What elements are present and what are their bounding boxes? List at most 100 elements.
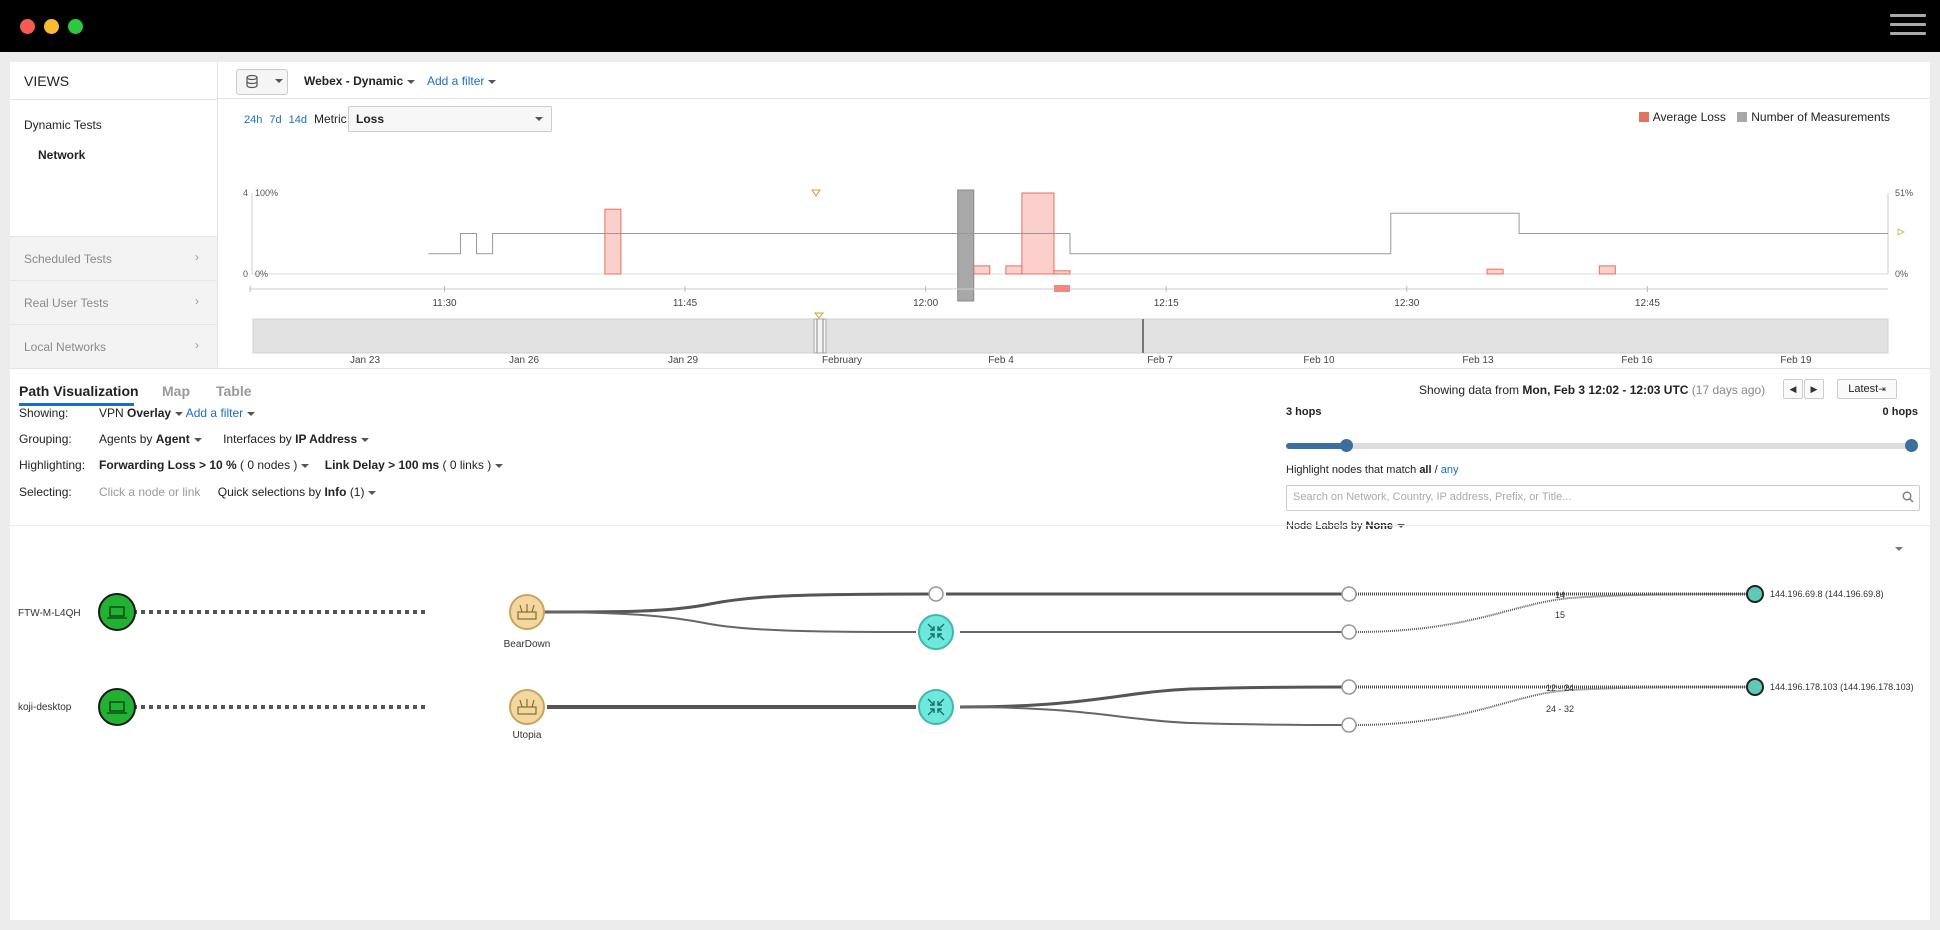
forwarding-loss-value: Forwarding Loss > 10 %	[99, 458, 237, 472]
hops-slider[interactable]	[1286, 439, 1918, 452]
showing-selector[interactable]: VPN Overlay	[99, 406, 184, 420]
hop-node[interactable]	[1341, 717, 1357, 733]
chevron-right-icon: ›	[195, 294, 199, 308]
x-tick-label: 12:45	[1635, 298, 1660, 309]
hop-node[interactable]	[928, 586, 944, 602]
chevron-down-icon	[175, 411, 184, 416]
hop-node[interactable]	[1341, 624, 1357, 640]
test-filter-bar: Webex - Dynamic Add a filter	[218, 62, 1930, 99]
selecting-label: Selecting:	[19, 485, 72, 499]
hops-left-label: 3 hops	[1286, 406, 1322, 418]
link-delay-count: ( 0 links )	[442, 458, 492, 472]
agent-label-ftw: FTW-M-L4QH	[18, 608, 81, 619]
search-icon	[1902, 491, 1914, 503]
vpn-node-2[interactable]	[918, 689, 954, 725]
timeline-selection-window[interactable]	[813, 318, 827, 354]
target-node-1[interactable]	[1746, 585, 1764, 603]
vpn-node-1[interactable]	[918, 614, 954, 650]
selected-interval-bar[interactable]	[957, 189, 975, 302]
sidebar-item-local-networks[interactable]: Local Networks ›	[10, 324, 217, 368]
chevron-down-icon	[368, 490, 377, 495]
hop-node[interactable]	[1341, 586, 1357, 602]
link-label-15: 15	[1555, 610, 1565, 620]
node-labels-selector[interactable]: Node Labels by None	[1286, 520, 1406, 532]
hops-slider-fill	[1286, 443, 1347, 449]
y-left-min: 0	[243, 269, 248, 279]
quick-selections-selector[interactable]: Quick selections by Info (1)	[218, 485, 377, 499]
loss-bar[interactable]	[973, 265, 991, 275]
highlight-all-option[interactable]: all	[1419, 464, 1432, 476]
link-router1-vpn[interactable]	[526, 611, 917, 633]
node-search-input[interactable]: Search on Network, Country, IP address, …	[1286, 485, 1920, 511]
chevron-down-icon	[488, 79, 497, 84]
data-source-dropdown[interactable]	[236, 69, 288, 95]
timeline-chart-panel: 24h 7d 14d Metric Loss Average Loss Number…	[218, 99, 1930, 367]
chevron-down-icon	[193, 437, 202, 442]
time-range-14d[interactable]: 14d	[288, 114, 307, 126]
grouping-label: Grouping:	[19, 432, 72, 446]
link-router1-hop-a[interactable]	[526, 592, 937, 614]
loss-bar[interactable]	[1005, 265, 1023, 275]
test-selector[interactable]: Webex - Dynamic	[304, 74, 416, 88]
time-range-links: 24h 7d 14d	[244, 114, 314, 126]
right-marker-icon	[1897, 228, 1906, 236]
link-hop-e-target2[interactable]	[1353, 686, 1756, 726]
grouping-interfaces-selector[interactable]: Interfaces by IP Address	[223, 432, 370, 446]
loss-bar[interactable]	[1486, 268, 1504, 275]
sidebar-item-real-user-tests[interactable]: Real User Tests ›	[10, 280, 217, 324]
path-visualization-graph[interactable]: 14 15 12 - 24 24 - 32 FTW-M-L4QH koji-de…	[10, 532, 1930, 912]
vpn-collapse-icon	[927, 623, 945, 641]
highlight-any-option[interactable]: any	[1440, 464, 1459, 476]
timeline-overview[interactable]	[252, 318, 1889, 354]
maximize-window-icon[interactable]	[68, 19, 83, 34]
link-vpn-hop-e[interactable]	[959, 706, 1345, 726]
tab-path-visualization[interactable]: Path Visualization	[19, 383, 139, 399]
node-labels-b: None	[1365, 520, 1394, 532]
router-node-beardown[interactable]	[509, 594, 545, 630]
timeline-tick-label: Feb 7	[1147, 355, 1173, 366]
target-label-1: 144.196.69.8 (144.196.69.8)	[1770, 589, 1884, 599]
timeline-tick-label: Jan 26	[509, 355, 539, 366]
router-node-utopia[interactable]	[509, 689, 545, 725]
time-range-7d[interactable]: 7d	[269, 114, 282, 126]
add-filter-link[interactable]: Add a filter	[186, 406, 256, 420]
grouping-agents-selector[interactable]: Agents by Agent	[99, 432, 202, 446]
tab-map[interactable]: Map	[162, 383, 190, 399]
forwarding-loss-selector[interactable]: Forwarding Loss > 10 % ( 0 nodes )	[99, 458, 310, 472]
showing-ago: (17 days ago)	[1691, 383, 1766, 397]
add-filter-link[interactable]: Add a filter	[427, 74, 497, 88]
time-range-24h[interactable]: 24h	[244, 114, 263, 126]
hamburger-menu-icon[interactable]	[1890, 14, 1926, 38]
loss-chart[interactable]: 4 0 100% 0% 51% 0% 11:30 11:45 12:00 12:15 1…	[218, 99, 1930, 367]
selection-bar	[957, 189, 975, 302]
node-labels-a: Node Labels by	[1286, 520, 1363, 532]
link-label-14: 14	[1555, 590, 1565, 600]
tab-table[interactable]: Table	[216, 383, 252, 399]
hops-slider-handle-right[interactable]	[1905, 439, 1918, 452]
collapse-toggle-icon[interactable]	[1895, 547, 1903, 551]
hops-slider-handle-left[interactable]	[1340, 439, 1353, 452]
loss-bar[interactable]	[1053, 270, 1071, 275]
next-button[interactable]: ▶	[1804, 379, 1824, 399]
close-window-icon[interactable]	[20, 19, 35, 34]
timeline-tick-label: Jan 23	[350, 355, 380, 366]
link-delay-selector[interactable]: Link Delay > 100 ms ( 0 links )	[325, 458, 504, 472]
highlight-match-row: Highlight nodes that match all / any	[1286, 464, 1458, 476]
hop-node[interactable]	[1341, 679, 1357, 695]
link-hop-c-target1[interactable]	[1353, 593, 1756, 633]
link-label-24-32: 24 - 32	[1546, 704, 1574, 714]
previous-button[interactable]: ◀	[1783, 379, 1803, 399]
sidebar-item-network[interactable]: Network	[38, 148, 86, 162]
loss-bar[interactable]	[604, 208, 622, 275]
agent-node-ftw[interactable]	[98, 593, 136, 631]
minimize-window-icon[interactable]	[44, 19, 59, 34]
target-node-2[interactable]	[1746, 678, 1764, 696]
metric-select[interactable]: Loss	[348, 106, 552, 132]
latest-button[interactable]: Latest⇥	[1837, 379, 1897, 399]
chevron-down-icon	[275, 79, 283, 83]
loss-bar[interactable]	[1598, 265, 1616, 275]
link-vpn-hop-d[interactable]	[959, 685, 1345, 709]
sidebar-item-dynamic-tests[interactable]: Dynamic Tests	[24, 118, 102, 132]
sidebar-item-scheduled-tests[interactable]: Scheduled Tests ›	[10, 236, 217, 280]
agent-node-koji[interactable]	[98, 688, 136, 726]
